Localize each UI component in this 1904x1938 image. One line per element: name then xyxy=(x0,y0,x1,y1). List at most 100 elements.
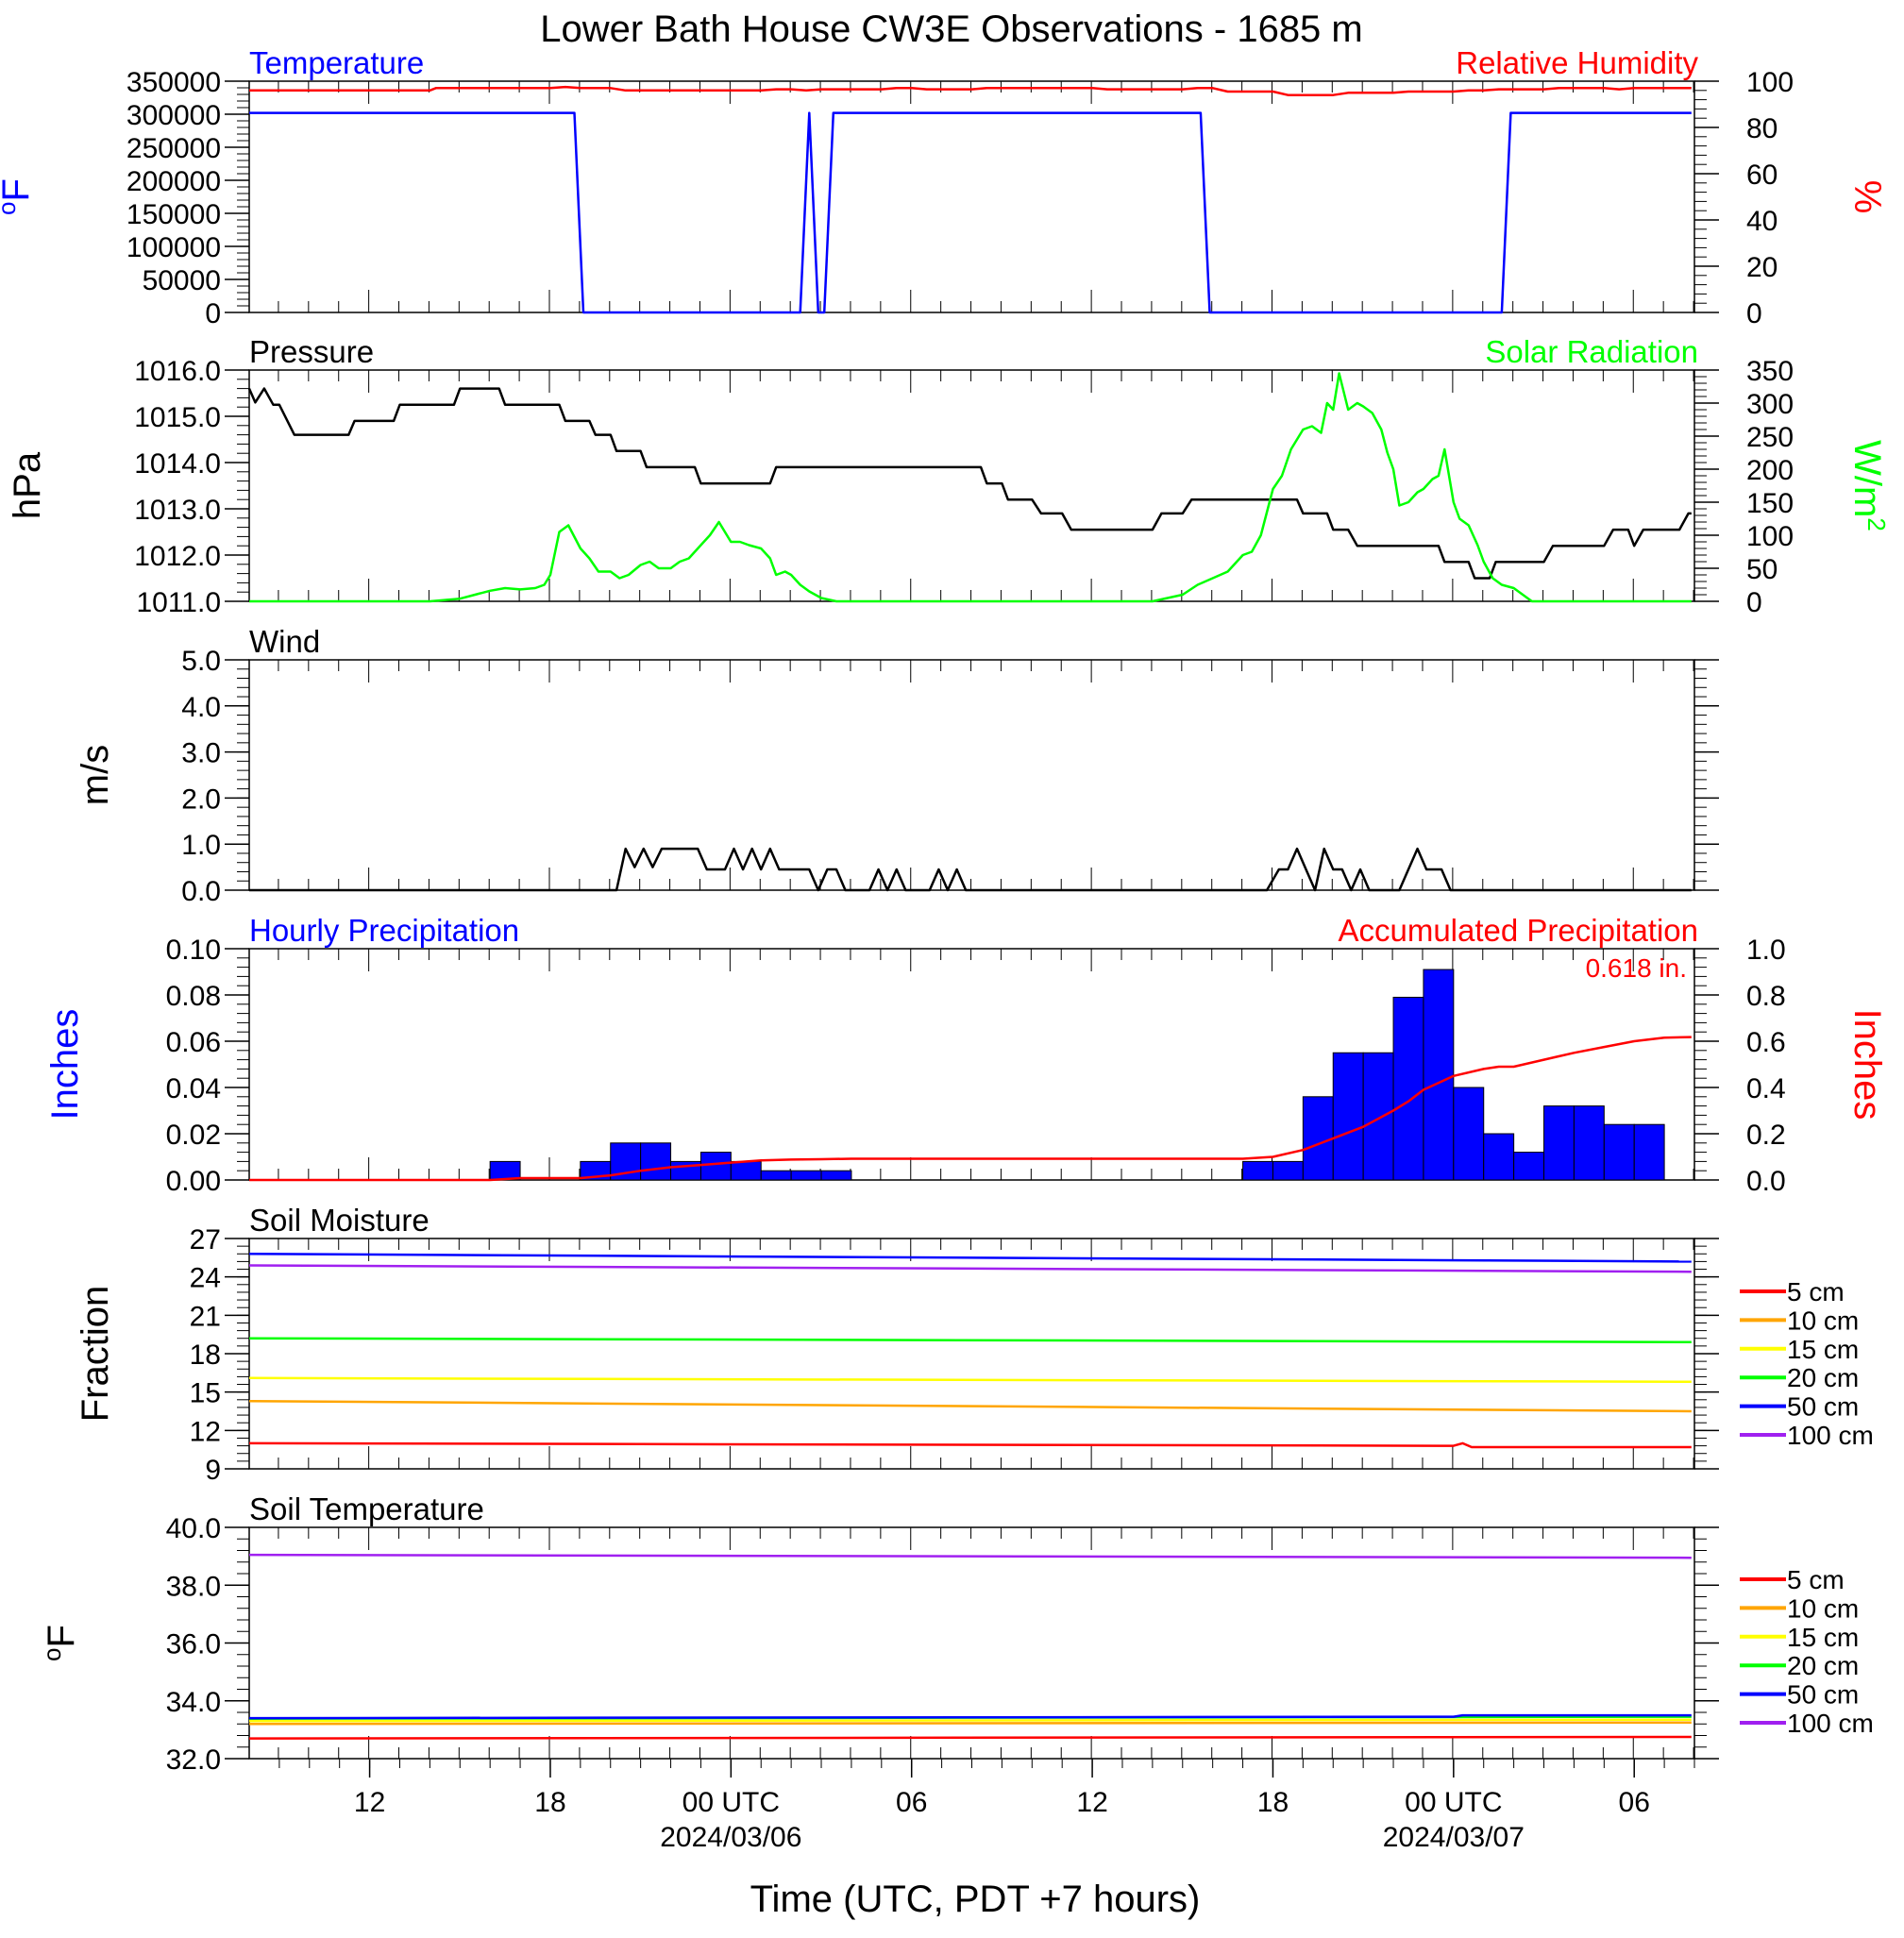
left-tick-label: 200000 xyxy=(126,166,221,197)
left-tick-label: 15 xyxy=(190,1378,221,1409)
left-tick-label: 0 xyxy=(205,298,221,329)
panel-wind: 5.0 4.0 3.0 2.0 1.0 0.0 Wind m/s xyxy=(75,624,1719,907)
precip-bar xyxy=(730,1160,762,1181)
series-line-50-cm xyxy=(248,1253,1692,1263)
right-tick-label: 300 xyxy=(1746,389,1794,420)
left-tick-label: 36.0 xyxy=(166,1629,221,1660)
right-tick-label: 250 xyxy=(1746,422,1794,453)
right-axis-label: Inches xyxy=(1846,1009,1888,1121)
panel-frame xyxy=(248,948,1695,1181)
right-axis-label: % xyxy=(1846,180,1888,214)
left-tick-label: 1011.0 xyxy=(136,587,221,618)
right-tick-label: 150 xyxy=(1746,488,1794,519)
left-tick-label: 12 xyxy=(190,1416,221,1447)
panel-title-left: Soil Temperature xyxy=(249,1491,484,1526)
left-tick-label: 21 xyxy=(190,1301,221,1332)
degree-sign: o xyxy=(0,201,21,214)
precip-bar xyxy=(1603,1123,1635,1181)
series-line-15-cm xyxy=(248,1718,1692,1723)
series-line-10-cm xyxy=(248,1721,1692,1726)
panel-temperature_humidity: 3500003000002500002000001500001000005000… xyxy=(0,45,1888,329)
precip-bar xyxy=(1242,1160,1273,1181)
time-axis: 12 18 00 UTC 2024/03/06 06 12 18 00 UTC 2024/03/… xyxy=(278,1759,1695,1853)
precip-bar xyxy=(820,1170,852,1181)
left-tick-label: 0.02 xyxy=(166,1120,221,1151)
right-tick-label: 100 xyxy=(1746,521,1794,552)
precip-bar xyxy=(1392,996,1424,1181)
left-axis-label: Fraction xyxy=(75,1286,116,1423)
legend-label: 50 cm xyxy=(1787,1680,1859,1710)
left-tick-label: 5.0 xyxy=(181,646,221,677)
precip-bar xyxy=(1453,1087,1485,1181)
left-tick-label: 150000 xyxy=(126,199,221,230)
right-tick-label: 0 xyxy=(1746,587,1762,618)
unit-letter: F xyxy=(41,1625,82,1647)
left-tick-label: 3.0 xyxy=(181,738,221,769)
unit-text: W/m xyxy=(1846,440,1888,517)
right-tick-label: 1.0 xyxy=(1746,935,1786,966)
precip-bar xyxy=(1362,1052,1394,1181)
legend-label: 15 cm xyxy=(1787,1623,1859,1652)
left-tick-label: 18 xyxy=(190,1340,221,1371)
left-axis-label: oF xyxy=(0,178,37,215)
legend-label: 100 cm xyxy=(1787,1709,1874,1738)
series-line-50-cm xyxy=(248,1713,1692,1720)
left-axis-label: hPa xyxy=(7,451,48,519)
panel-title-left: Soil Moisture xyxy=(249,1203,430,1238)
x-tick-label: 06 xyxy=(1619,1787,1650,1818)
legend-label: 20 cm xyxy=(1787,1363,1859,1392)
precip-bar xyxy=(1302,1096,1334,1181)
right-tick-label: 0.4 xyxy=(1746,1073,1786,1104)
right-tick-label: 0.0 xyxy=(1746,1166,1786,1197)
precip-bar xyxy=(640,1142,672,1181)
x-tick-label: 00 UTC xyxy=(1405,1787,1502,1818)
x-tick-label: 12 xyxy=(1076,1787,1107,1818)
panel-title-left: Wind xyxy=(249,624,320,659)
precip-bar xyxy=(1513,1152,1545,1181)
right-tick-label: 0 xyxy=(1746,298,1762,329)
series-line-10-cm xyxy=(248,1399,1692,1413)
left-tick-label: 4.0 xyxy=(181,692,221,723)
x-tick-label: 18 xyxy=(534,1787,565,1818)
panel-precipitation: 0.10 0.08 0.06 0.04 0.02 0.00 1.0 0.8 0.6 0.4 0.2 0… xyxy=(44,913,1888,1197)
series-line-relative-humidity xyxy=(249,85,1692,96)
left-tick-label: 0.08 xyxy=(166,981,221,1012)
panel-frame xyxy=(248,369,1695,602)
panel-frame xyxy=(248,659,1695,891)
panel-title-left: Hourly Precipitation xyxy=(249,913,519,948)
left-tick-label: 100000 xyxy=(126,232,221,263)
precip-bar xyxy=(1483,1133,1515,1181)
legend-label: 10 cm xyxy=(1787,1306,1859,1335)
left-tick-label: 32.0 xyxy=(166,1744,221,1776)
right-tick-label: 50 xyxy=(1746,554,1778,585)
series-line-accumulated-precipitation xyxy=(249,1036,1692,1182)
series-line-temperature xyxy=(249,111,1692,314)
left-tick-label: 300000 xyxy=(126,100,221,131)
left-tick-label: 0.04 xyxy=(166,1073,221,1104)
left-tick-label: 27 xyxy=(190,1224,221,1255)
left-tick-label: 1013.0 xyxy=(134,495,221,526)
series-line-5-cm xyxy=(248,1441,1692,1449)
left-tick-label: 1012.0 xyxy=(134,541,221,572)
x-tick-label: 00 UTC xyxy=(682,1787,780,1818)
right-tick-label: 0.2 xyxy=(1746,1120,1786,1151)
left-tick-label: 0.00 xyxy=(166,1166,221,1197)
left-tick-label: 0.10 xyxy=(166,935,221,966)
series-line-15-cm xyxy=(248,1376,1692,1384)
left-tick-label: 1016.0 xyxy=(134,356,221,387)
right-tick-label: 0.8 xyxy=(1746,981,1786,1012)
series-line-100-cm xyxy=(248,1264,1692,1273)
precip-bar xyxy=(760,1170,792,1181)
right-tick-label: 80 xyxy=(1746,113,1778,144)
panel-soil_temperature: 40.0 38.0 36.0 34.0 32.0 Soil Temperature oF 5 … xyxy=(38,1491,1874,1776)
right-tick-label: 40 xyxy=(1746,206,1778,237)
precip-bar xyxy=(699,1152,732,1181)
left-tick-label: 50000 xyxy=(143,265,221,296)
accumulated-total-label: 0.618 in. xyxy=(1586,953,1687,983)
legend-label: 15 cm xyxy=(1787,1335,1859,1364)
left-tick-label: 350000 xyxy=(126,67,221,98)
panel-frame xyxy=(248,1238,1695,1470)
x-tick-label: 06 xyxy=(896,1787,927,1818)
